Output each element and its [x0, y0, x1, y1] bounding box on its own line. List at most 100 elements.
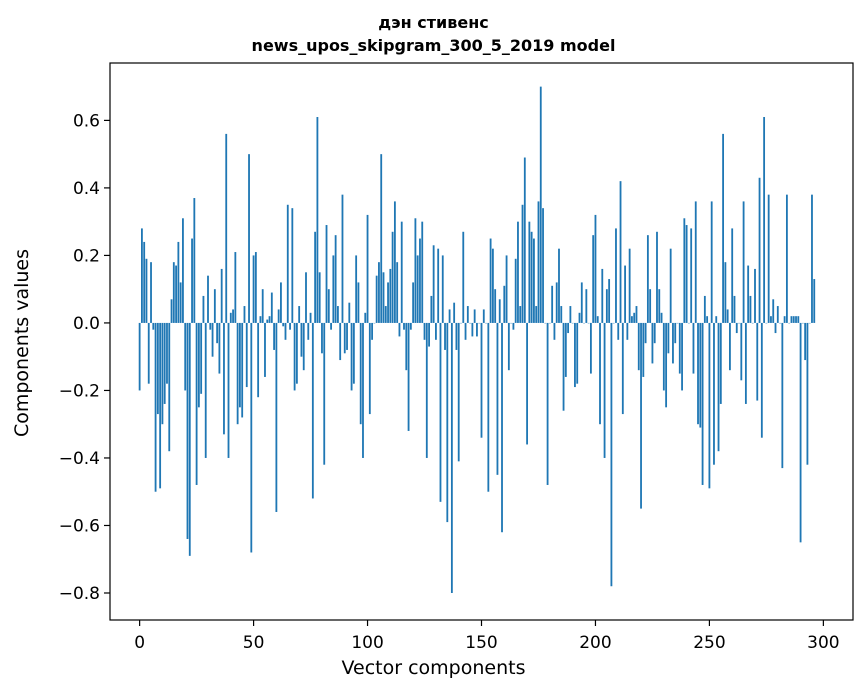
bar [382, 272, 385, 323]
bar [289, 322, 291, 330]
bar [567, 322, 570, 334]
bar [325, 225, 328, 323]
bar [770, 316, 772, 323]
bar [772, 299, 775, 323]
bar [448, 309, 451, 323]
bar [291, 208, 294, 323]
bar [425, 322, 428, 458]
bar [232, 309, 234, 323]
bar [592, 235, 595, 323]
bar [535, 306, 538, 323]
bars-group [138, 86, 816, 593]
bar [690, 228, 693, 323]
y-tick-label: −0.6 [59, 516, 100, 536]
bar [172, 262, 175, 323]
bar [307, 322, 310, 340]
x-axis-label: Vector components [341, 657, 526, 679]
bar [701, 322, 704, 485]
bar [674, 322, 677, 344]
bar [337, 306, 339, 323]
bar [733, 295, 736, 323]
bar [259, 316, 262, 323]
bar [175, 265, 177, 323]
bar [318, 272, 321, 323]
bar [277, 309, 280, 323]
bar [220, 268, 223, 323]
bar [161, 322, 164, 425]
bar [498, 299, 501, 323]
bar [378, 262, 380, 323]
bar [658, 289, 661, 323]
bar [332, 255, 335, 323]
bar [580, 282, 583, 323]
bar [473, 309, 476, 323]
bar [446, 322, 449, 523]
bar [480, 322, 483, 438]
bar [501, 322, 503, 533]
bar [300, 322, 303, 357]
bar [806, 322, 809, 465]
bar [421, 221, 424, 323]
bar [207, 275, 209, 323]
bar [343, 322, 346, 354]
bar [697, 322, 699, 425]
bar [435, 322, 437, 340]
bar [419, 238, 421, 323]
bar [239, 322, 241, 408]
bar [710, 201, 713, 323]
y-axis-ticks: −0.8 −0.6 −0.4 −0.2 0.0 0.2 0.4 0.6 [59, 111, 110, 604]
bar [159, 322, 162, 489]
bar [305, 272, 307, 323]
bar [576, 322, 579, 384]
bar [444, 322, 446, 350]
bar [754, 268, 756, 323]
bar [482, 309, 485, 323]
bar [428, 322, 430, 347]
bar [491, 248, 494, 323]
bar [150, 262, 152, 323]
bar [302, 322, 305, 371]
bar [651, 322, 654, 364]
bar [166, 322, 168, 384]
bar [168, 322, 171, 452]
bar [797, 316, 800, 323]
x-tick-label: 250 [693, 633, 725, 653]
bar [539, 86, 542, 323]
bar [432, 245, 435, 323]
bar [177, 241, 180, 323]
bar [665, 322, 668, 408]
chart-subtitle: news_upos_skipgram_300_5_2019 model [251, 36, 616, 55]
bar [774, 322, 777, 334]
bar [295, 322, 298, 384]
bar [724, 262, 727, 323]
bar [731, 228, 734, 323]
y-axis-label: Components values [11, 248, 33, 438]
bar [311, 322, 314, 499]
bar [254, 252, 257, 323]
bar [692, 322, 695, 374]
bar [758, 177, 761, 323]
bar [229, 312, 232, 323]
bar [489, 238, 492, 323]
bar [596, 316, 599, 323]
bar [608, 279, 611, 323]
bar [227, 322, 230, 458]
bar [368, 322, 371, 415]
bar [191, 238, 193, 323]
bar [409, 322, 412, 330]
bar [519, 306, 522, 323]
x-axis-ticks: 0 50 100 150 200 250 300 [134, 620, 840, 653]
bar [204, 322, 207, 458]
bar [350, 322, 353, 391]
bar [756, 322, 759, 401]
bar [672, 322, 674, 364]
bar [560, 306, 563, 323]
bar [154, 322, 157, 492]
bar [450, 322, 453, 593]
bar [795, 316, 797, 323]
bar [546, 322, 549, 485]
bar [250, 322, 253, 553]
bar [640, 322, 642, 509]
x-tick-label: 150 [465, 633, 497, 653]
chart-title: дэн стивенс [378, 13, 489, 32]
